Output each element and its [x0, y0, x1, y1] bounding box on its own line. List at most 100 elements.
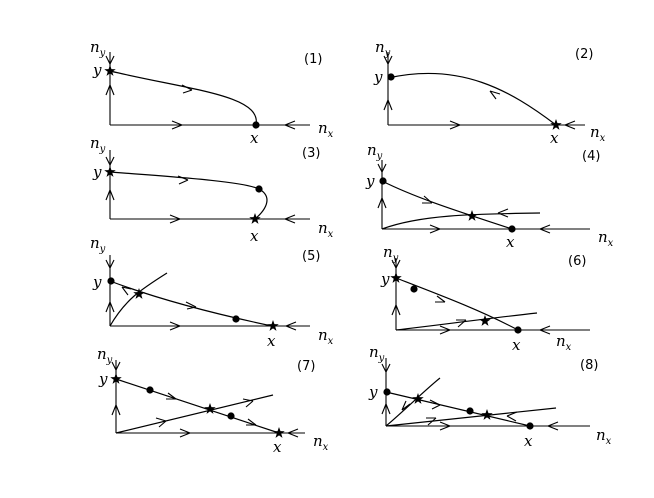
node-dot — [255, 185, 263, 193]
arrow-down — [391, 259, 401, 269]
panel-3: (3) ny nx y x — [90, 134, 334, 245]
ny-label: ny — [90, 134, 106, 155]
panel-number: (4) — [582, 149, 600, 164]
ny-label: ny — [90, 234, 106, 255]
arrow-up — [391, 304, 401, 316]
arrow-up — [105, 84, 115, 96]
arrow-curve-1 — [121, 286, 132, 296]
ny-label: ny — [367, 141, 383, 162]
unstable-curve — [395, 312, 538, 331]
arrow-left — [564, 120, 576, 130]
arrow-right — [171, 120, 183, 130]
stable-line — [115, 378, 280, 434]
unstable-line — [385, 407, 557, 427]
panel-number: (3) — [302, 146, 320, 161]
arrow-left — [285, 321, 297, 331]
arrow-left — [539, 325, 551, 335]
x-label: x — [250, 227, 259, 245]
arrow-right — [169, 321, 181, 331]
arrow-curve-1 — [166, 392, 177, 400]
node-dot-2 — [232, 315, 240, 323]
x-label: x — [524, 432, 533, 450]
nx-label: nx — [590, 123, 606, 144]
ny-label: ny — [90, 38, 106, 59]
arrow-right — [179, 428, 191, 438]
arrow-right — [169, 214, 181, 224]
x-label: x — [267, 332, 276, 350]
node-dot — [410, 285, 418, 293]
y-label: y — [368, 383, 378, 401]
panel-number: (1) — [304, 52, 322, 67]
arrow-up — [105, 301, 115, 313]
panel-2: (2) ny nx y x — [373, 38, 606, 147]
panel-number: (2) — [575, 47, 593, 62]
stable-curve — [395, 277, 519, 331]
arrow-curve-1 — [429, 399, 441, 410]
arrow-down — [105, 259, 115, 269]
y-label: y — [365, 172, 375, 190]
saddle-star-2 — [479, 315, 491, 326]
unstable-curve — [109, 272, 168, 327]
node-dot — [387, 73, 395, 81]
x-label: x — [550, 129, 559, 147]
nx-label: nx — [318, 119, 334, 140]
node-dot — [146, 386, 154, 394]
arrow-curve — [181, 84, 193, 94]
panel-number: (6) — [568, 254, 586, 269]
y-label: y — [92, 273, 102, 291]
node-dot-2 — [508, 225, 516, 233]
arrow-left — [284, 120, 296, 130]
ny-label: ny — [375, 38, 391, 59]
separatrix-curve — [109, 171, 268, 220]
arrow-left — [287, 428, 299, 438]
arrow-curve-1 — [435, 295, 446, 303]
arrow-down — [377, 163, 387, 173]
arrow-right — [439, 325, 451, 335]
arrow-left — [539, 224, 551, 234]
panel-7: (7) ny nx y x — [97, 345, 329, 456]
node-dot-3 — [526, 422, 534, 430]
ny-label: ny — [383, 243, 399, 264]
separatrix-curve — [109, 70, 257, 126]
arrow-up — [105, 189, 115, 201]
nx-label: nx — [313, 432, 329, 453]
arrow-curve-3 — [242, 398, 254, 408]
arrow-down — [383, 55, 393, 65]
node-dot — [383, 388, 391, 396]
y-label: y — [373, 68, 383, 86]
y-label: y — [98, 370, 108, 388]
nx-label: nx — [596, 426, 612, 447]
stable-curve — [381, 180, 513, 230]
y-label: y — [92, 61, 102, 79]
arrow-up — [377, 197, 387, 209]
arrow-down — [111, 361, 121, 371]
panel-number: (5) — [302, 249, 320, 264]
unstable-curve — [385, 377, 441, 427]
panel-4: (4) ny nx y x — [365, 141, 614, 251]
arrow-curve-2 — [155, 417, 167, 428]
x-label: x — [512, 336, 521, 354]
arrow-right — [449, 120, 461, 130]
ny-label: ny — [97, 345, 113, 366]
arrow-right — [429, 224, 441, 234]
arrow-curve-4 — [246, 418, 257, 426]
y-label: y — [380, 270, 390, 288]
arrow-curve-2 — [497, 208, 509, 218]
arrow-up — [383, 99, 393, 111]
unstable-curve — [381, 212, 541, 230]
arrow-curve-2 — [456, 319, 467, 328]
ny-label: ny — [369, 343, 385, 364]
node-dot — [379, 177, 387, 185]
panel-8: (8) ny nx y x — [368, 343, 612, 450]
panel-1: (1) ny nx y x — [90, 38, 334, 147]
stable-curve — [109, 280, 273, 327]
panel-5: (5) ny nx y x — [90, 234, 334, 350]
arrow-curve-3 — [506, 411, 518, 422]
arrow-curve-2 — [426, 417, 437, 426]
unstable-line — [115, 394, 274, 434]
node-dot-2 — [466, 407, 474, 415]
nx-label: nx — [598, 228, 614, 249]
arrow-left — [284, 214, 296, 224]
